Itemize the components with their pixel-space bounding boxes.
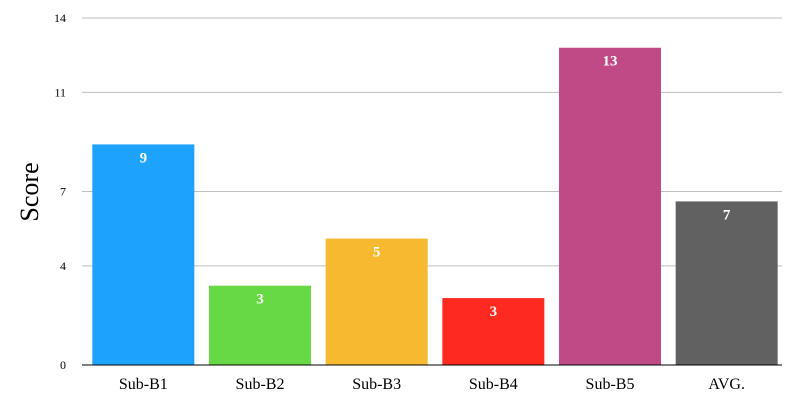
y-tick-label: 7 — [60, 185, 66, 199]
bars — [92, 47, 778, 365]
gridlines — [82, 17, 782, 267]
category-label: Sub-B5 — [586, 376, 635, 393]
data-label: 5 — [373, 245, 381, 261]
y-tick-label: 11 — [54, 85, 66, 99]
data-labels: 9 3 5 3 13 7 — [140, 54, 731, 320]
data-label: 3 — [256, 292, 264, 308]
y-axis-label: Score — [15, 162, 44, 221]
bar-sub-b4 — [442, 298, 545, 365]
data-label: 7 — [723, 207, 731, 223]
category-label: Sub-B2 — [236, 376, 285, 393]
bar-sub-b3 — [325, 238, 428, 365]
bar-avg — [675, 201, 778, 365]
data-label: 3 — [490, 304, 498, 320]
category-label: Sub-B1 — [119, 376, 168, 393]
bar-sub-b2 — [209, 285, 311, 365]
category-labels: Sub-B1 Sub-B2 Sub-B3 Sub-B4 Sub-B5 AVG. — [119, 376, 745, 393]
bar-sub-b5 — [559, 47, 661, 365]
category-label: Sub-B4 — [469, 376, 518, 393]
category-label: Sub-B3 — [352, 376, 401, 393]
y-tick-label: 4 — [60, 259, 66, 273]
data-label: 9 — [140, 150, 148, 166]
bar-sub-b1 — [92, 144, 195, 365]
category-label: AVG. — [708, 376, 745, 393]
data-label: 13 — [603, 54, 618, 70]
y-tick-label: 0 — [60, 358, 66, 372]
y-tick-label: 14 — [54, 11, 66, 25]
y-tick-labels: 0 4 7 11 14 — [54, 11, 66, 372]
